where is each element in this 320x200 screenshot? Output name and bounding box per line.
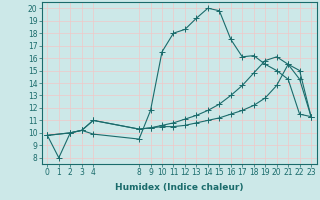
X-axis label: Humidex (Indice chaleur): Humidex (Indice chaleur) [115, 183, 244, 192]
